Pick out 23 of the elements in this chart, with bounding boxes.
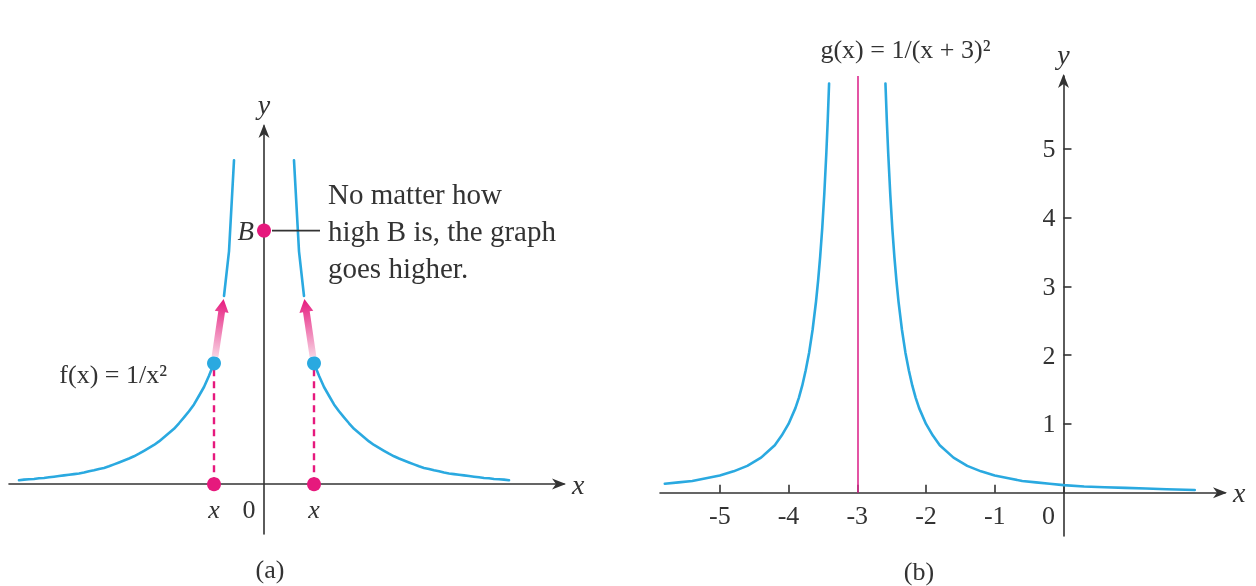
x-tick-label: -1 [983, 501, 1006, 531]
x-tick-label: x [207, 494, 221, 524]
x-tick-label: -3 [846, 501, 869, 531]
x-axis-title: x [571, 468, 585, 500]
series-label: f(x) = 1/x² [59, 359, 168, 389]
text: (b) [903, 556, 935, 586]
x-tick-label: 0 [242, 494, 256, 524]
y-tick-label: 1 [1042, 409, 1056, 439]
y-axis-title: y [254, 88, 271, 120]
annotation: No matter how high B is, the graph goes higher. [328, 177, 557, 284]
x-tick-label: -2 [915, 501, 937, 531]
y-tick-label: 2 [1042, 340, 1056, 370]
series-label: g(x) = 1/(x + 3)² [820, 35, 991, 65]
x-tick-label: x [307, 494, 321, 524]
y-tick-label: 3 [1042, 271, 1056, 301]
text: (a) [255, 554, 285, 584]
series-label: B [237, 215, 254, 246]
y-tick-label: 5 [1042, 134, 1056, 164]
x-tick-label: -4 [777, 501, 800, 531]
x-tick-label: -5 [708, 501, 731, 531]
y-axis-title: y [1054, 38, 1071, 70]
x-tick-label: 0 [1041, 501, 1055, 531]
y-tick-label: 4 [1042, 203, 1056, 233]
